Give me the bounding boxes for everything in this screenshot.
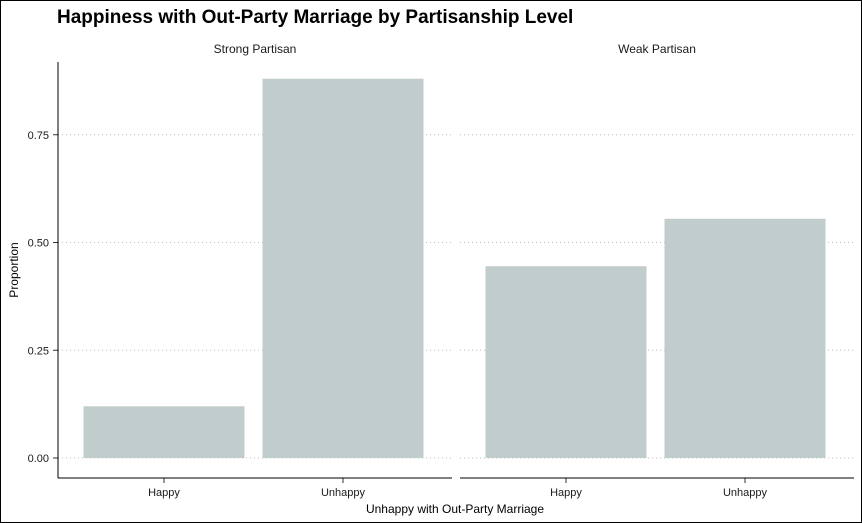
bars [83,78,826,458]
x-tick-label: Happy [148,487,180,499]
x-tick-label: Unhappy [723,487,768,499]
axes [53,62,854,483]
x-axis-label: Unhappy with Out-Party Marriage [366,502,544,516]
facet-strip-label: Strong Partisan [214,42,297,56]
y-tick-label: 0.75 [28,130,49,142]
tick-labels: 0.00 0.25 0.50 0.75 Happy Unhappy Happy Unhappy [28,130,768,499]
y-axis-label: Proportion [7,242,21,297]
bar [262,78,424,458]
y-tick-label: 0.50 [28,238,49,250]
bar [664,218,826,458]
facet-strips: Strong Partisan Weak Partisan [214,42,696,56]
bar [83,406,245,458]
x-tick-label: Happy [550,487,582,499]
chart-title: Happiness with Out-Party Marriage by Par… [57,7,573,28]
facet-strip-label: Weak Partisan [618,42,696,56]
y-tick-label: 0.00 [28,453,49,465]
bar [485,266,647,458]
y-tick-label: 0.25 [28,345,49,357]
x-tick-label: Unhappy [321,487,366,499]
